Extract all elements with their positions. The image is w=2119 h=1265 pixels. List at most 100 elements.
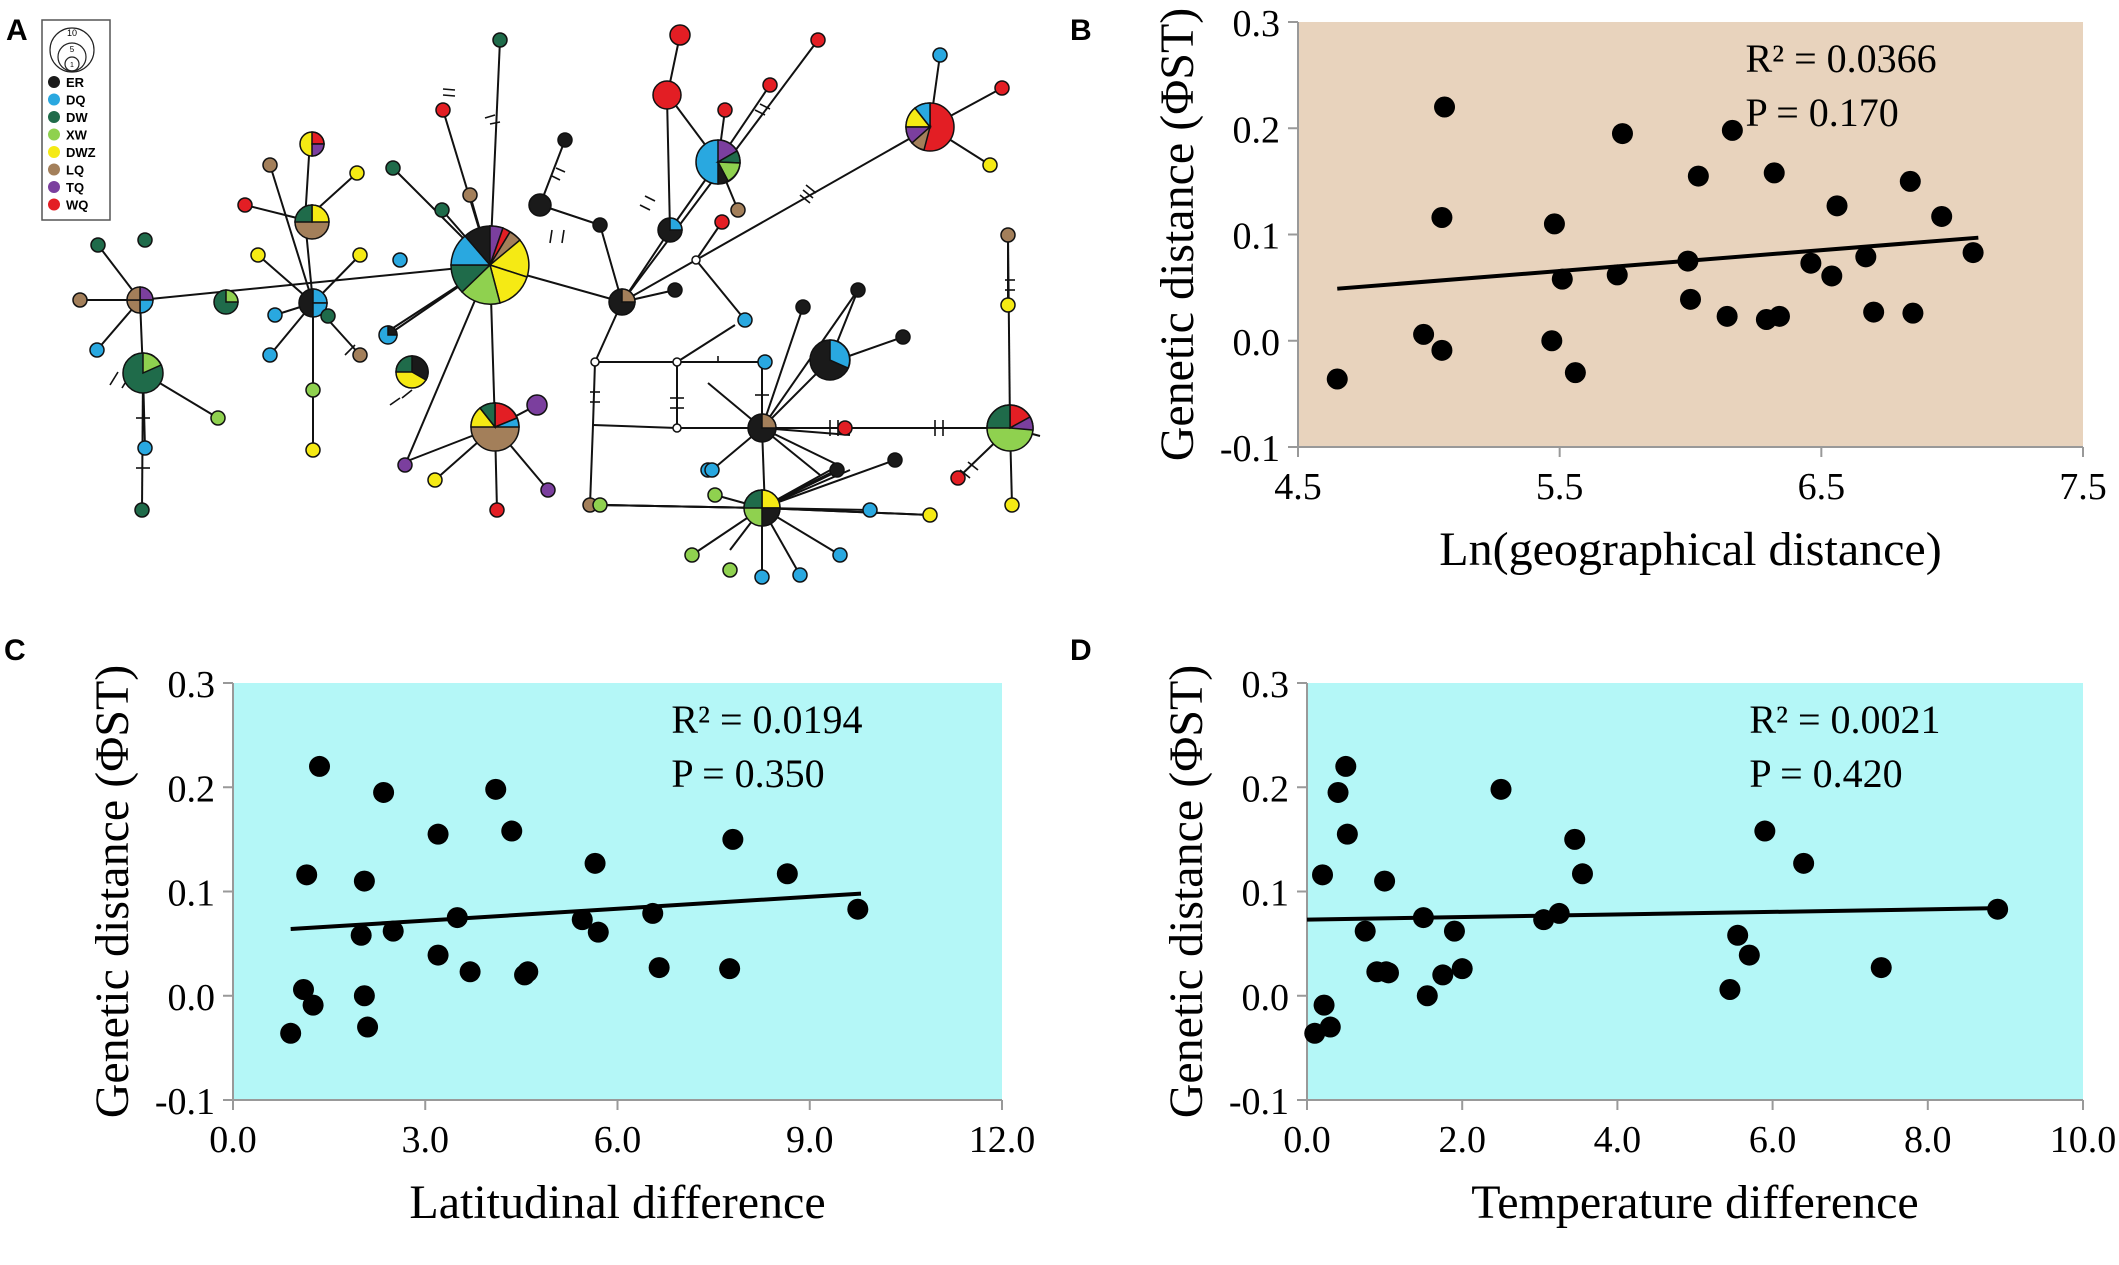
hub-haplotype-pie (450, 225, 530, 305)
data-point-b (1541, 330, 1563, 352)
y-tick-label-b: 0.2 (1233, 109, 1281, 151)
scatter-panel-d: D -0.10.00.10.20.30.0 2.0 4.0 6.0 8.0 10.0Tem… (1070, 634, 2116, 1229)
x-axis-label-b: Ln(geographical distance) (1439, 523, 1941, 576)
data-point-b (1413, 323, 1435, 345)
data-point-b (1611, 123, 1633, 145)
legend-label-dw: DW (66, 110, 88, 125)
y-tick-label-d: 0.3 (1242, 664, 1290, 706)
haplotype-second-cluster (237, 131, 368, 458)
legend-swatch-er (48, 76, 60, 88)
data-point-b (1902, 302, 1924, 324)
plot-area-d (1307, 683, 2083, 1100)
data-point-c (373, 781, 395, 803)
r-squared-annotation-c: R² = 0.0194 (671, 697, 862, 742)
y-axis-label-b: Genetic distance (ΦST) (1151, 8, 1204, 462)
legend-label-er: ER (66, 75, 85, 90)
y-tick-label-b: 0.0 (1233, 322, 1281, 364)
data-point-b (1431, 207, 1453, 228)
data-point-d (1319, 1016, 1341, 1038)
x-tick-label-c: 12.0 (969, 1119, 1036, 1161)
data-point-b (1899, 170, 1921, 192)
legend-swatch-tq (48, 181, 60, 193)
y-tick-label-b: 0.1 (1233, 216, 1281, 258)
data-point-b (1543, 213, 1565, 235)
x-tick-label-c: 9.0 (786, 1119, 834, 1161)
trendline-c (290, 891, 862, 932)
data-point-b (1431, 339, 1453, 361)
data-point-b (1677, 250, 1699, 272)
y-tick-label-b: -0.1 (1220, 428, 1280, 470)
data-point-d (1313, 994, 1335, 1016)
haplotype-left-cluster (72, 232, 239, 518)
y-tick-label-c: 0.2 (168, 768, 216, 810)
data-point-c (648, 957, 670, 979)
legend-label-dwz: DWZ (66, 145, 96, 160)
data-point-d (1374, 870, 1396, 892)
data-point-b (1551, 268, 1573, 290)
data-point-d (1490, 778, 1512, 800)
panel-label-d: D (1070, 634, 1092, 667)
y-axis-label-d: Genetic distance (ΦST) (1160, 665, 1213, 1119)
data-point-b (1763, 162, 1785, 184)
panel-label-c: C (4, 634, 26, 667)
r-squared-annotation-d: R² = 0.0021 (1749, 697, 1940, 742)
haplotype-upper-right (608, 24, 826, 328)
x-tick-label-d: 0.0 (1283, 1119, 1331, 1161)
legend-swatch-wq (48, 198, 60, 211)
plot-area-c (233, 683, 1002, 1100)
y-tick-label-d: 0.1 (1242, 873, 1290, 915)
data-point-c (642, 902, 664, 924)
data-point-c (587, 921, 609, 943)
y-tick-label-c: 0.1 (168, 873, 216, 915)
x-tick-label-b: 4.5 (1274, 466, 1322, 508)
data-point-c (584, 852, 606, 874)
data-point-c (722, 828, 744, 850)
size-key-5: 5 (70, 45, 75, 54)
data-point-b (1564, 362, 1586, 384)
legend-label-dq: DQ (66, 93, 86, 108)
size-key-1: 1 (70, 62, 74, 69)
data-point-c (571, 909, 593, 931)
x-axis-label-c: Latitudinal difference (409, 1176, 825, 1229)
x-tick-label-d: 2.0 (1438, 1119, 1486, 1161)
trendline-b (1337, 235, 1979, 291)
data-point-b (1687, 165, 1709, 187)
data-point-b (1826, 195, 1848, 217)
data-point-d (1312, 864, 1334, 886)
data-point-d (1571, 863, 1593, 885)
data-point-b (1721, 119, 1743, 141)
haplotype-hub-satellites (378, 32, 608, 518)
data-point-d (1738, 944, 1760, 966)
legend-swatch-dq (48, 93, 60, 106)
data-point-b (1821, 265, 1843, 287)
haplotype-lower-pie (470, 402, 520, 452)
data-point-c (280, 1022, 302, 1044)
data-point-b (1326, 368, 1348, 390)
x-axis-label-d: Temperature difference (1471, 1176, 1918, 1229)
x-tick-label-b: 7.5 (2059, 466, 2107, 508)
data-point-c (427, 944, 449, 966)
p-value-annotation-d: P = 0.420 (1749, 751, 1902, 796)
haplotype-nodes (72, 24, 1034, 585)
data-point-c (302, 994, 324, 1016)
data-point-c (350, 924, 372, 946)
data-point-b (1606, 264, 1628, 286)
data-point-c (309, 755, 331, 777)
y-tick-label-d: 0.0 (1242, 977, 1290, 1019)
legend-swatch-xw (48, 128, 60, 141)
haplotype-far-right (905, 47, 1010, 173)
data-point-d (1564, 828, 1586, 850)
data-point-b (1800, 252, 1822, 274)
x-tick-label-c: 6.0 (594, 1119, 642, 1161)
x-tick-label-d: 4.0 (1594, 1119, 1642, 1161)
data-point-b (1680, 288, 1701, 310)
plot-area-b (1298, 22, 2083, 447)
data-point-d (1727, 924, 1749, 946)
y-tick-label-b: 0.3 (1233, 3, 1281, 45)
data-point-b (1855, 246, 1877, 268)
data-point-d (1336, 823, 1358, 845)
data-point-d (1870, 957, 1892, 979)
data-point-b (1434, 96, 1456, 118)
y-tick-label-c: 0.3 (168, 664, 216, 706)
